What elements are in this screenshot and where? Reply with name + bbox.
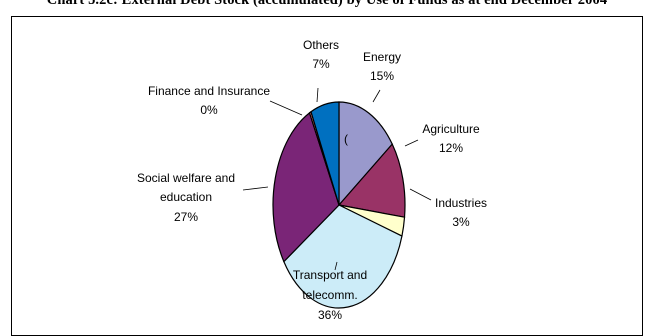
slice-pct-social-welfare-and-education: 27% [174, 210, 198, 224]
leader-line-others [316, 87, 319, 103]
pie-slice-transport-and-telecomm [283, 204, 403, 309]
leader-line-energy [372, 89, 381, 103]
chart-title: Chart 5.2c: External Debt Stock (accumul… [46, 0, 608, 8]
slice-label-agriculture: Agriculture [422, 122, 480, 136]
slice-pct-agriculture: 12% [439, 141, 463, 155]
slice-pct-energy: 15% [370, 69, 394, 83]
slice-label-finance-and-insurance: Finance and Insurance [148, 84, 270, 98]
slice-label-transport-and-telecomm: Transport and telecomm. [293, 268, 367, 302]
slice-label-social-welfare-and-education: Social welfare and education [137, 171, 235, 204]
slice-pct-transport-and-telecomm: 36% [318, 308, 342, 322]
pie-slice-agriculture [337, 143, 406, 218]
slice-pct-finance-and-insurance: 0% [200, 103, 218, 117]
leader-line-transport-and-telecomm [334, 261, 338, 271]
slice-pct-industries: 3% [452, 215, 470, 229]
pie-chart: Energy 15% Agriculture 12% Industries 3% Trans… [137, 38, 487, 322]
pie-slice-social-welfare-and-education [272, 111, 340, 263]
leader-line-agriculture [404, 139, 419, 147]
pie-slice-energy [338, 101, 393, 207]
stray-mark: ( [344, 132, 348, 146]
leader-line-social-welfare-and-education [242, 186, 269, 191]
slice-label-others: Others [303, 38, 339, 52]
slice-label-energy: Energy [363, 50, 401, 64]
pie-slice-others [310, 101, 340, 206]
slice-pct-others: 7% [312, 57, 330, 71]
leader-line-finance-and-insurance [269, 100, 303, 116]
slice-label-industries: Industries [435, 196, 487, 210]
leader-line-industries [409, 188, 432, 201]
